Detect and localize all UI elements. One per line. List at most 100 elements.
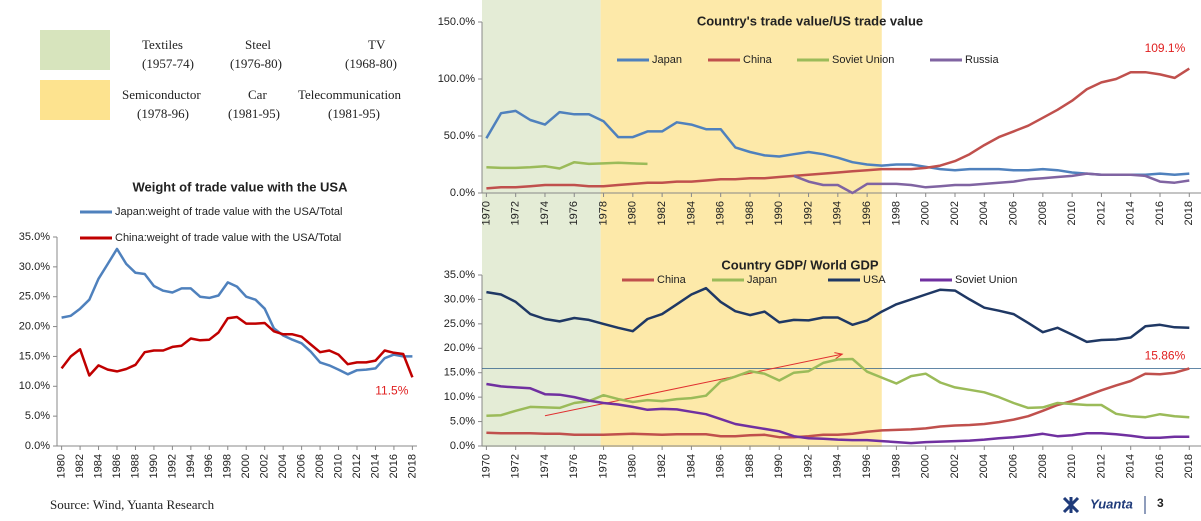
x-tick-label: 2014 <box>369 454 381 478</box>
legend-label: USA <box>863 274 886 286</box>
y-tick-label: 100.0% <box>438 73 476 85</box>
y-tick-label: 10.0% <box>19 380 50 392</box>
x-tick-label: 1986 <box>715 454 727 478</box>
x-tick-label: 1972 <box>510 454 522 478</box>
x-tick-label: 1984 <box>92 454 104 478</box>
y-tick-label: 35.0% <box>444 269 475 281</box>
series-line <box>486 357 1190 419</box>
industry-name: Textiles <box>142 37 183 52</box>
x-tick-label: 1996 <box>861 201 873 225</box>
x-tick-label: 2008 <box>1037 454 1049 478</box>
y-tick-label: 35.0% <box>19 231 50 243</box>
y-tick-label: 10.0% <box>444 391 475 403</box>
chart-title: Weight of trade value with the USA <box>132 179 348 194</box>
y-tick-label: 5.0% <box>450 415 475 427</box>
legend-label: Soviet Union <box>832 54 894 66</box>
x-tick-label: 1982 <box>656 201 668 225</box>
series-line <box>486 367 1190 439</box>
x-tick-label: 1986 <box>715 201 727 225</box>
x-tick-label: 2002 <box>949 454 961 478</box>
x-tick-label: 1970 <box>480 454 492 478</box>
legend-label: Japan <box>652 54 682 66</box>
legend-label: Japan:weight of trade value with the USA… <box>115 206 342 218</box>
legend-label: China <box>743 54 773 66</box>
x-tick-label: 1982 <box>656 454 668 478</box>
page-number: 3 <box>1157 496 1164 510</box>
x-tick-label: 1998 <box>890 201 902 225</box>
period-swatch <box>40 80 110 120</box>
x-tick-label: 1992 <box>166 454 178 478</box>
x-tick-label: 2006 <box>1007 201 1019 225</box>
y-tick-label: 50.0% <box>444 130 475 142</box>
x-tick-label: 2004 <box>978 201 990 225</box>
x-tick-label: 2012 <box>351 454 363 478</box>
x-tick-label: 2000 <box>920 454 932 478</box>
period-swatch <box>40 30 110 70</box>
x-tick-label: 1992 <box>802 454 814 478</box>
x-tick-label: 1996 <box>203 454 215 478</box>
chart-title: Country's trade value/US trade value <box>697 13 923 28</box>
x-tick-label: 2008 <box>1037 201 1049 225</box>
x-tick-label: 2016 <box>1154 454 1166 478</box>
y-tick-label: 30.0% <box>19 261 50 273</box>
x-tick-label: 2004 <box>277 454 289 478</box>
industry-name: Telecommunication <box>298 87 402 102</box>
x-tick-label: 1980 <box>56 454 68 478</box>
x-tick-label: 2000 <box>240 454 252 478</box>
x-tick-label: 1996 <box>861 454 873 478</box>
x-tick-label: 1998 <box>222 454 234 478</box>
industry-name: Semiconductor <box>122 87 201 102</box>
x-tick-label: 1978 <box>597 201 609 225</box>
series-line <box>793 172 1190 195</box>
x-tick-label: 1984 <box>685 454 697 478</box>
x-tick-label: 2006 <box>1007 454 1019 478</box>
y-tick-label: 20.0% <box>19 320 50 332</box>
x-tick-label: 2010 <box>1066 201 1078 225</box>
x-tick-label: 2008 <box>314 454 326 478</box>
y-tick-label: 5.0% <box>25 410 50 422</box>
industry-period: (1957-74) <box>142 56 194 71</box>
series-line <box>485 109 1190 177</box>
x-tick-label: 1970 <box>480 201 492 225</box>
x-tick-label: 1994 <box>832 454 844 478</box>
x-tick-label: 2012 <box>1095 201 1107 225</box>
x-tick-label: 1982 <box>74 454 86 478</box>
period-shade <box>600 262 882 447</box>
chart: Country GDP/ World GDP 0.0% 5.0% 10.0% 15.0%… <box>444 257 1201 478</box>
legend-label: Japan <box>747 274 777 286</box>
legend-label: China:weight of trade value with the USA… <box>115 232 341 244</box>
x-tick-label: 2018 <box>1183 201 1195 225</box>
x-tick-label: 1988 <box>129 454 141 478</box>
trend-arrow <box>544 353 843 417</box>
x-tick-label: 2010 <box>1066 454 1078 478</box>
x-tick-label: 1980 <box>627 454 639 478</box>
x-tick-label: 2012 <box>1095 454 1107 478</box>
chart: Weight of trade value with the USA 0.0% 5.… <box>19 179 418 478</box>
period-shade <box>482 262 601 447</box>
industry-period: (1968-80) <box>345 56 397 71</box>
industry-name: Steel <box>245 37 271 52</box>
x-tick-label: 1980 <box>627 201 639 225</box>
x-tick-label: 1990 <box>773 201 785 225</box>
x-tick-label: 2016 <box>388 454 400 478</box>
x-tick-label: 1978 <box>597 454 609 478</box>
logo-mark <box>1062 496 1080 514</box>
x-tick-label: 2004 <box>978 454 990 478</box>
x-tick-label: 1976 <box>568 201 580 225</box>
brand: Yuanta <box>1090 496 1133 511</box>
series-line <box>486 382 1190 445</box>
x-tick-label: 1974 <box>539 201 551 225</box>
x-tick-label: 2002 <box>949 201 961 225</box>
source-note: Source: Wind, Yuanta Research <box>50 497 215 512</box>
x-tick-label: 2018 <box>406 454 418 478</box>
legend-label: Soviet Union <box>955 274 1017 286</box>
x-tick-label: 1990 <box>773 454 785 478</box>
y-tick-label: 25.0% <box>19 291 50 303</box>
chart-title: Country GDP/ World GDP <box>721 257 879 272</box>
x-tick-label: 2014 <box>1125 454 1137 478</box>
industry-name: Car <box>248 87 267 102</box>
series-line <box>486 160 648 170</box>
chart: Country's trade value/US trade value 0.0%… <box>438 0 1201 262</box>
